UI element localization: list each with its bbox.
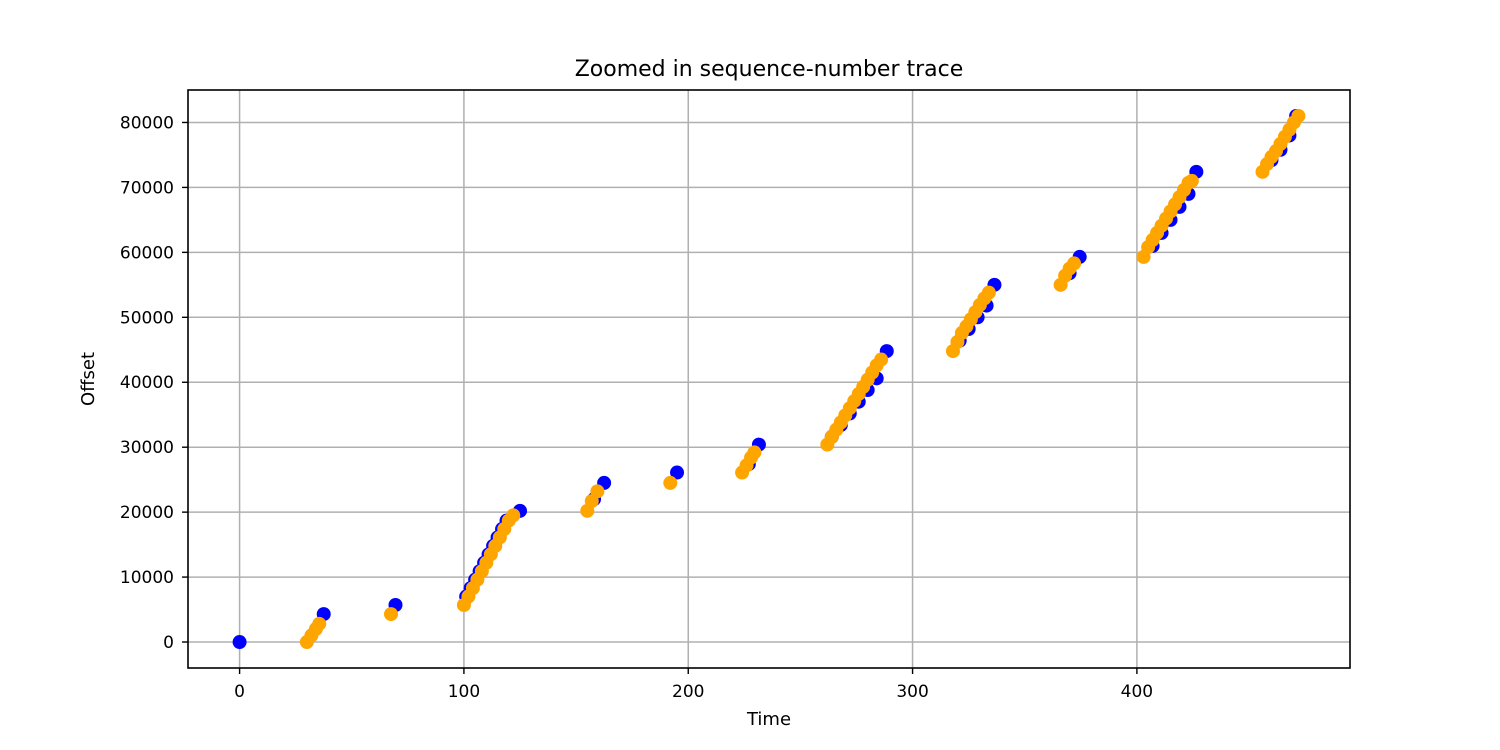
axis-ticks: 0 100 200 300 400 0 10000 20000 30000 40000 50000 6… — [120, 113, 1153, 702]
series-1-point — [232, 635, 247, 650]
x-tick-label: 100 — [448, 682, 480, 702]
y-tick-label: 80000 — [120, 113, 174, 133]
series-2-point — [663, 475, 678, 490]
series-2-point — [312, 616, 327, 631]
series-2-point — [1184, 173, 1199, 188]
series-2-point — [1291, 108, 1306, 123]
y-tick-label: 30000 — [120, 438, 174, 458]
series-2-point — [981, 285, 996, 300]
x-tick-label: 300 — [896, 682, 928, 702]
series-2-point — [1067, 256, 1082, 271]
x-tick-label: 200 — [672, 682, 704, 702]
x-tick-label: 400 — [1121, 682, 1153, 702]
chart-title: Zoomed in sequence-number trace — [575, 57, 964, 82]
x-tick-label: 0 — [234, 682, 245, 702]
y-tick-label: 60000 — [120, 243, 174, 263]
series-2-point — [590, 484, 605, 499]
y-tick-label: 20000 — [120, 503, 174, 523]
series-2-point — [874, 352, 889, 367]
y-tick-label: 50000 — [120, 308, 174, 328]
y-axis-label: Offset — [78, 352, 99, 406]
series-2-point — [506, 508, 521, 523]
y-tick-label: 70000 — [120, 178, 174, 198]
series-1-point — [670, 465, 685, 480]
y-tick-label: 10000 — [120, 568, 174, 588]
grid — [188, 90, 1350, 668]
x-axis-label: Time — [746, 709, 791, 730]
data-points — [232, 108, 1306, 650]
series-2-point — [384, 607, 399, 622]
y-tick-label: 40000 — [120, 373, 174, 393]
y-tick-label: 0 — [163, 633, 174, 653]
plot-frame — [187, 89, 1351, 669]
series-2-point — [747, 445, 762, 460]
